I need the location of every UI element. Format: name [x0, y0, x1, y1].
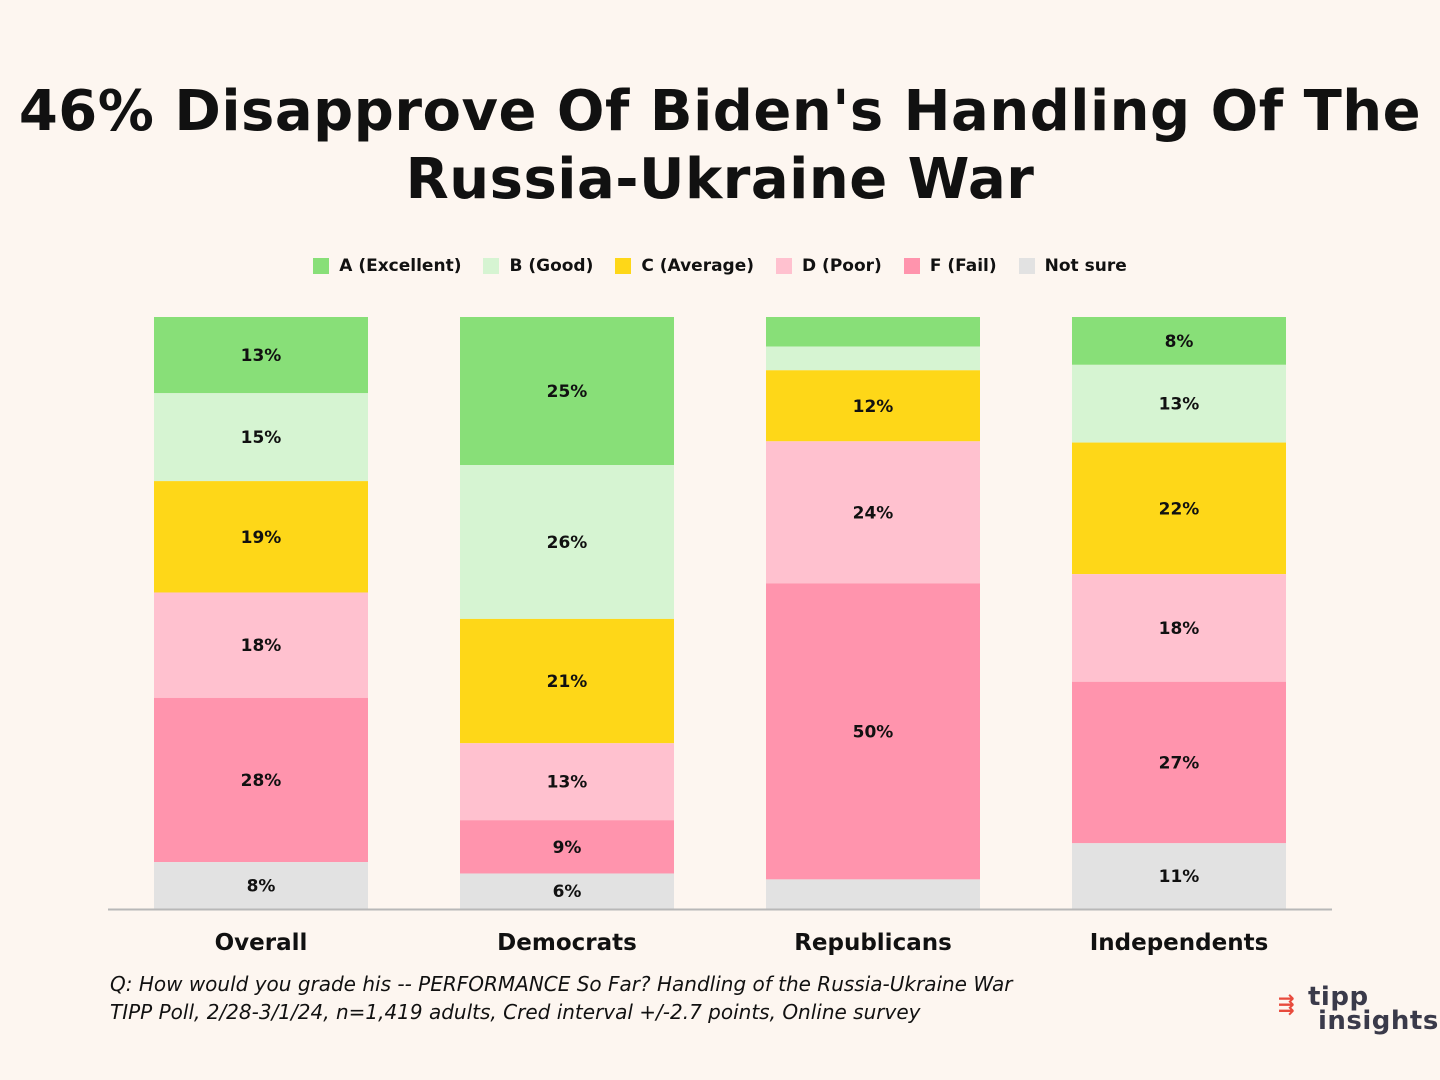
chart-title-line-1: 46% Disapprove Of Biden's Handling Of Th… — [18, 79, 1422, 144]
legend-item-fail: F (Fail) — [903, 256, 997, 276]
data-label-independents-c-average: 22% — [1159, 499, 1200, 519]
data-label-independents-f-fail: 27% — [1159, 753, 1200, 773]
chart-title: 46% Disapprove Of Biden's Handling Of Th… — [0, 78, 1440, 214]
legend-item-good: B (Good) — [483, 256, 593, 276]
data-label-independents-not-sure: 11% — [1159, 867, 1200, 887]
legend: A (Excellent) B (Good) C (Average) D (Po… — [0, 256, 1440, 276]
data-label-independents-a-excellent: 8% — [1165, 332, 1194, 352]
stacked-bar-chart: 13% 15% 19% 18% 28% 8% Overall 25% 26% 21% 13% 9% 6%… — [108, 317, 1332, 956]
category-label-republicans: Republicans — [794, 930, 952, 956]
bar-segment-republicans-not-sure — [766, 879, 980, 909]
legend-item-poor: D (Poor) — [776, 256, 882, 276]
bar-segment-overall-a-excellent — [154, 317, 368, 394]
data-label-republicans-f-fail: 50% — [853, 722, 894, 742]
chart-title-line-2: Russia-Ukraine War — [405, 147, 1035, 212]
data-label-independents-b-good: 13% — [1159, 395, 1200, 415]
data-label-republicans-d-poor: 24% — [853, 503, 894, 523]
bar-segment-independents-not-sure — [1072, 843, 1286, 909]
bar-segment-republicans-d-poor — [766, 441, 980, 584]
bar-segment-republicans-c-average — [766, 370, 980, 442]
legend-item-excellent: A (Excellent) — [313, 256, 461, 276]
category-label-democrats: Democrats — [497, 930, 637, 956]
data-label-overall-c-average: 19% — [241, 528, 282, 548]
bar-segment-democrats-not-sure — [460, 873, 674, 909]
survey-question: Q: How would you grade his -- PERFORMANC… — [110, 972, 1013, 996]
bar-segment-democrats-c-average — [460, 618, 674, 744]
category-label-independents: Independents — [1090, 930, 1269, 956]
legend-label-poor: D (Poor) — [802, 256, 882, 276]
footer-note: Q: How would you grade his -- PERFORMANC… — [110, 970, 1013, 1026]
bar-segment-overall-d-poor — [154, 592, 368, 698]
data-label-overall-f-fail: 28% — [241, 771, 282, 791]
data-label-democrats-d-poor: 13% — [547, 773, 588, 793]
legend-label-average: C (Average) — [641, 256, 755, 276]
legend-label-not-sure: Not sure — [1044, 256, 1127, 276]
legend-swatch-poor — [776, 258, 793, 274]
bar-segment-overall-b-good — [154, 393, 368, 482]
data-label-democrats-c-average: 21% — [547, 672, 588, 692]
category-label-overall: Overall — [215, 930, 308, 956]
bar-segment-independents-a-excellent — [1072, 317, 1286, 365]
legend-label-good: B (Good) — [509, 256, 594, 276]
bar-segment-overall-not-sure — [154, 862, 368, 909]
data-label-overall-d-poor: 18% — [241, 636, 282, 656]
legend-label-excellent: A (Excellent) — [339, 256, 462, 276]
tipp-insights-logo: ⇶ tipp insights — [1278, 982, 1438, 1038]
bar-segment-democrats-d-poor — [460, 743, 674, 821]
data-label-democrats-f-fail: 9% — [553, 838, 582, 858]
legend-swatch-average — [615, 258, 632, 274]
logo-arrow-icon: ⇶ — [1278, 992, 1295, 1016]
bar-segment-democrats-b-good — [460, 465, 674, 619]
data-label-independents-d-poor: 18% — [1159, 619, 1200, 639]
bar-segment-democrats-f-fail — [460, 820, 674, 874]
bar-segment-democrats-a-excellent — [460, 317, 674, 465]
legend-label-fail: F (Fail) — [929, 256, 997, 276]
bar-segment-independents-d-poor — [1072, 574, 1286, 682]
data-label-democrats-not-sure: 6% — [553, 882, 582, 902]
data-label-overall-not-sure: 8% — [247, 877, 276, 897]
data-label-democrats-a-excellent: 25% — [547, 382, 588, 402]
bar-segment-overall-c-average — [154, 481, 368, 593]
data-label-republicans-c-average: 12% — [853, 397, 894, 417]
bar-segment-independents-b-good — [1072, 364, 1286, 443]
bar-segment-overall-f-fail — [154, 697, 368, 863]
bar-segment-independents-c-average — [1072, 442, 1286, 575]
bar-segment-republicans-a-excellent — [766, 317, 980, 347]
bar-segment-independents-f-fail — [1072, 681, 1286, 844]
logo-text-insights: insights — [1318, 1006, 1439, 1036]
data-label-overall-a-excellent: 13% — [241, 346, 282, 366]
legend-swatch-good — [483, 258, 500, 274]
legend-swatch-excellent — [313, 258, 330, 274]
legend-swatch-fail — [903, 258, 920, 274]
data-label-democrats-b-good: 26% — [547, 533, 588, 553]
legend-swatch-not-sure — [1018, 258, 1035, 274]
bar-segment-republicans-f-fail — [766, 583, 980, 880]
logo-text-tipp: tipp — [1308, 982, 1369, 1012]
legend-item-not-sure: Not sure — [1018, 256, 1127, 276]
bar-segment-republicans-b-good — [766, 346, 980, 371]
survey-details: TIPP Poll, 2/28-3/1/24, n=1,419 adults, … — [110, 1000, 921, 1024]
data-label-overall-b-good: 15% — [241, 428, 282, 448]
legend-item-average: C (Average) — [615, 256, 754, 276]
